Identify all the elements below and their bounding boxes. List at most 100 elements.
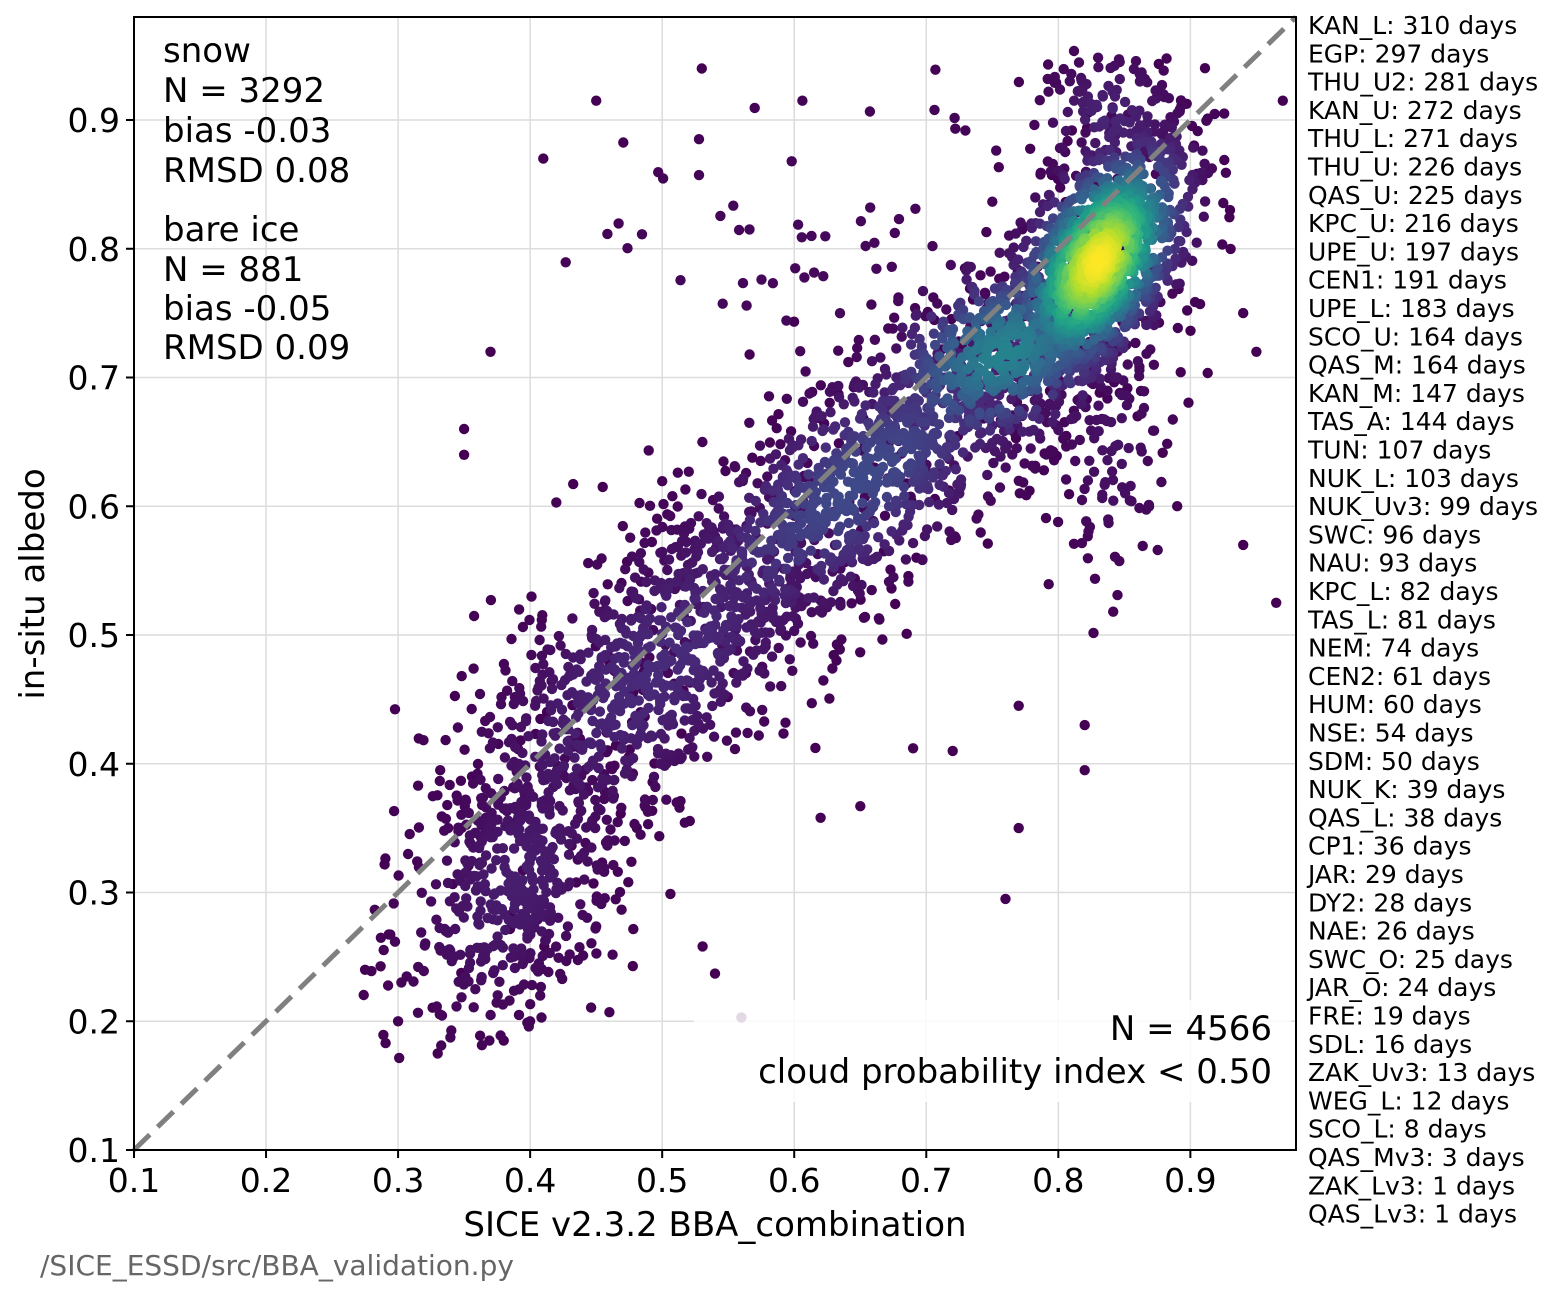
scatter-point: [484, 823, 495, 835]
scatter-point: [985, 266, 996, 277]
scatter-point: [713, 631, 725, 642]
scatter-point: [1034, 95, 1046, 106]
scatter-point: [1220, 167, 1232, 178]
scatter-point: [838, 399, 849, 410]
scatter-point: [964, 414, 976, 425]
scatter-point: [897, 446, 909, 457]
scatter-point: [890, 506, 901, 518]
scatter-point: [1135, 442, 1146, 453]
scatter-point: [828, 649, 839, 661]
scatter-point: [507, 675, 518, 687]
scatter-point: [475, 905, 486, 916]
scatter-point: [873, 613, 885, 624]
scatter-point: [947, 745, 958, 757]
scatter-point: [864, 106, 876, 117]
scatter-point: [618, 137, 629, 148]
scatter-point: [640, 527, 651, 538]
scatter-point: [389, 704, 401, 715]
scatter-point: [1195, 167, 1207, 179]
scatter-point: [633, 695, 644, 706]
scatter-point: [1199, 62, 1211, 74]
scatter-point: [847, 458, 859, 469]
scatter-point: [449, 892, 460, 903]
scatter-point: [563, 826, 574, 837]
scatter-point: [833, 491, 844, 502]
scatter-point: [893, 213, 905, 225]
scatter-point: [780, 717, 791, 728]
scatter-point: [441, 855, 453, 866]
scatter-point: [711, 610, 722, 622]
scatter-point: [693, 134, 705, 145]
legend-station-entry: ZAK_Uv3: 13 days: [1308, 1058, 1535, 1087]
scatter-point: [663, 554, 675, 565]
scatter-point: [536, 621, 547, 632]
scatter-point: [1116, 413, 1128, 424]
legend-station-entry: CP1: 36 days: [1308, 832, 1472, 861]
scatter-point: [536, 875, 547, 886]
scatter-point: [630, 593, 642, 604]
scatter-point: [672, 501, 683, 512]
scatter-point: [1155, 176, 1167, 188]
scatter-point: [380, 1037, 391, 1049]
scatter-point: [439, 825, 450, 836]
scatter-point: [591, 891, 602, 902]
scatter-point: [600, 837, 612, 848]
legend-station-entry: SWC_O: 25 days: [1308, 945, 1513, 974]
scatter-point: [562, 921, 574, 932]
scatter-point: [442, 799, 453, 811]
scatter-point: [834, 521, 846, 532]
scatter-point: [767, 545, 778, 556]
scatter-point: [744, 349, 755, 360]
scatter-point: [1183, 397, 1194, 408]
scatter-point: [917, 554, 928, 565]
scatter-point: [375, 932, 387, 943]
legend-station-entry: KAN_M: 147 days: [1308, 379, 1525, 408]
scatter-point: [550, 827, 561, 839]
scatter-point: [665, 510, 676, 522]
scatter-point: [1066, 439, 1078, 450]
scatter-point: [873, 532, 884, 543]
scatter-point: [1094, 373, 1106, 384]
scatter-point: [854, 588, 865, 599]
scatter-point: [544, 809, 555, 820]
scatter-point: [495, 699, 507, 710]
scatter-point: [1092, 258, 1103, 269]
scatter-point: [629, 572, 641, 583]
scatter-point: [524, 614, 535, 626]
scatter-point: [1162, 438, 1173, 449]
scatter-point: [643, 702, 654, 714]
scatter-point: [1102, 455, 1113, 466]
scatter-point: [490, 939, 501, 950]
scatter-point: [883, 323, 894, 334]
scatter-point: [358, 989, 369, 1001]
scatter-point: [628, 923, 639, 935]
scatter-point: [573, 666, 585, 677]
scatter-point: [993, 162, 1004, 173]
scatter-point: [1088, 627, 1099, 639]
scatter-point: [380, 853, 391, 864]
scatter-point: [831, 539, 842, 550]
scatter-point: [513, 1009, 525, 1021]
scatter-point: [749, 102, 760, 114]
scatter-point: [818, 574, 830, 585]
scatter-point: [588, 878, 599, 889]
scatter-point: [1161, 53, 1172, 64]
scatter-point: [484, 1035, 495, 1046]
scatter-point: [797, 95, 808, 106]
scatter-point: [715, 210, 726, 222]
scatter-point: [1217, 239, 1228, 250]
scatter-point: [623, 877, 634, 888]
scatter-point: [670, 577, 682, 588]
scatter-point: [574, 942, 585, 953]
legend-station-entry: UPE_U: 197 days: [1308, 237, 1519, 266]
scatter-point: [587, 774, 598, 786]
scatter-point: [1147, 95, 1158, 107]
scatter-point: [710, 593, 721, 605]
scatter-point: [667, 491, 678, 502]
scatter-point: [416, 887, 427, 898]
scatter-point: [744, 417, 755, 428]
scatter-point: [470, 984, 481, 995]
scatter-point: [1019, 458, 1030, 469]
y-tick-label: 0.1: [68, 1131, 120, 1170]
